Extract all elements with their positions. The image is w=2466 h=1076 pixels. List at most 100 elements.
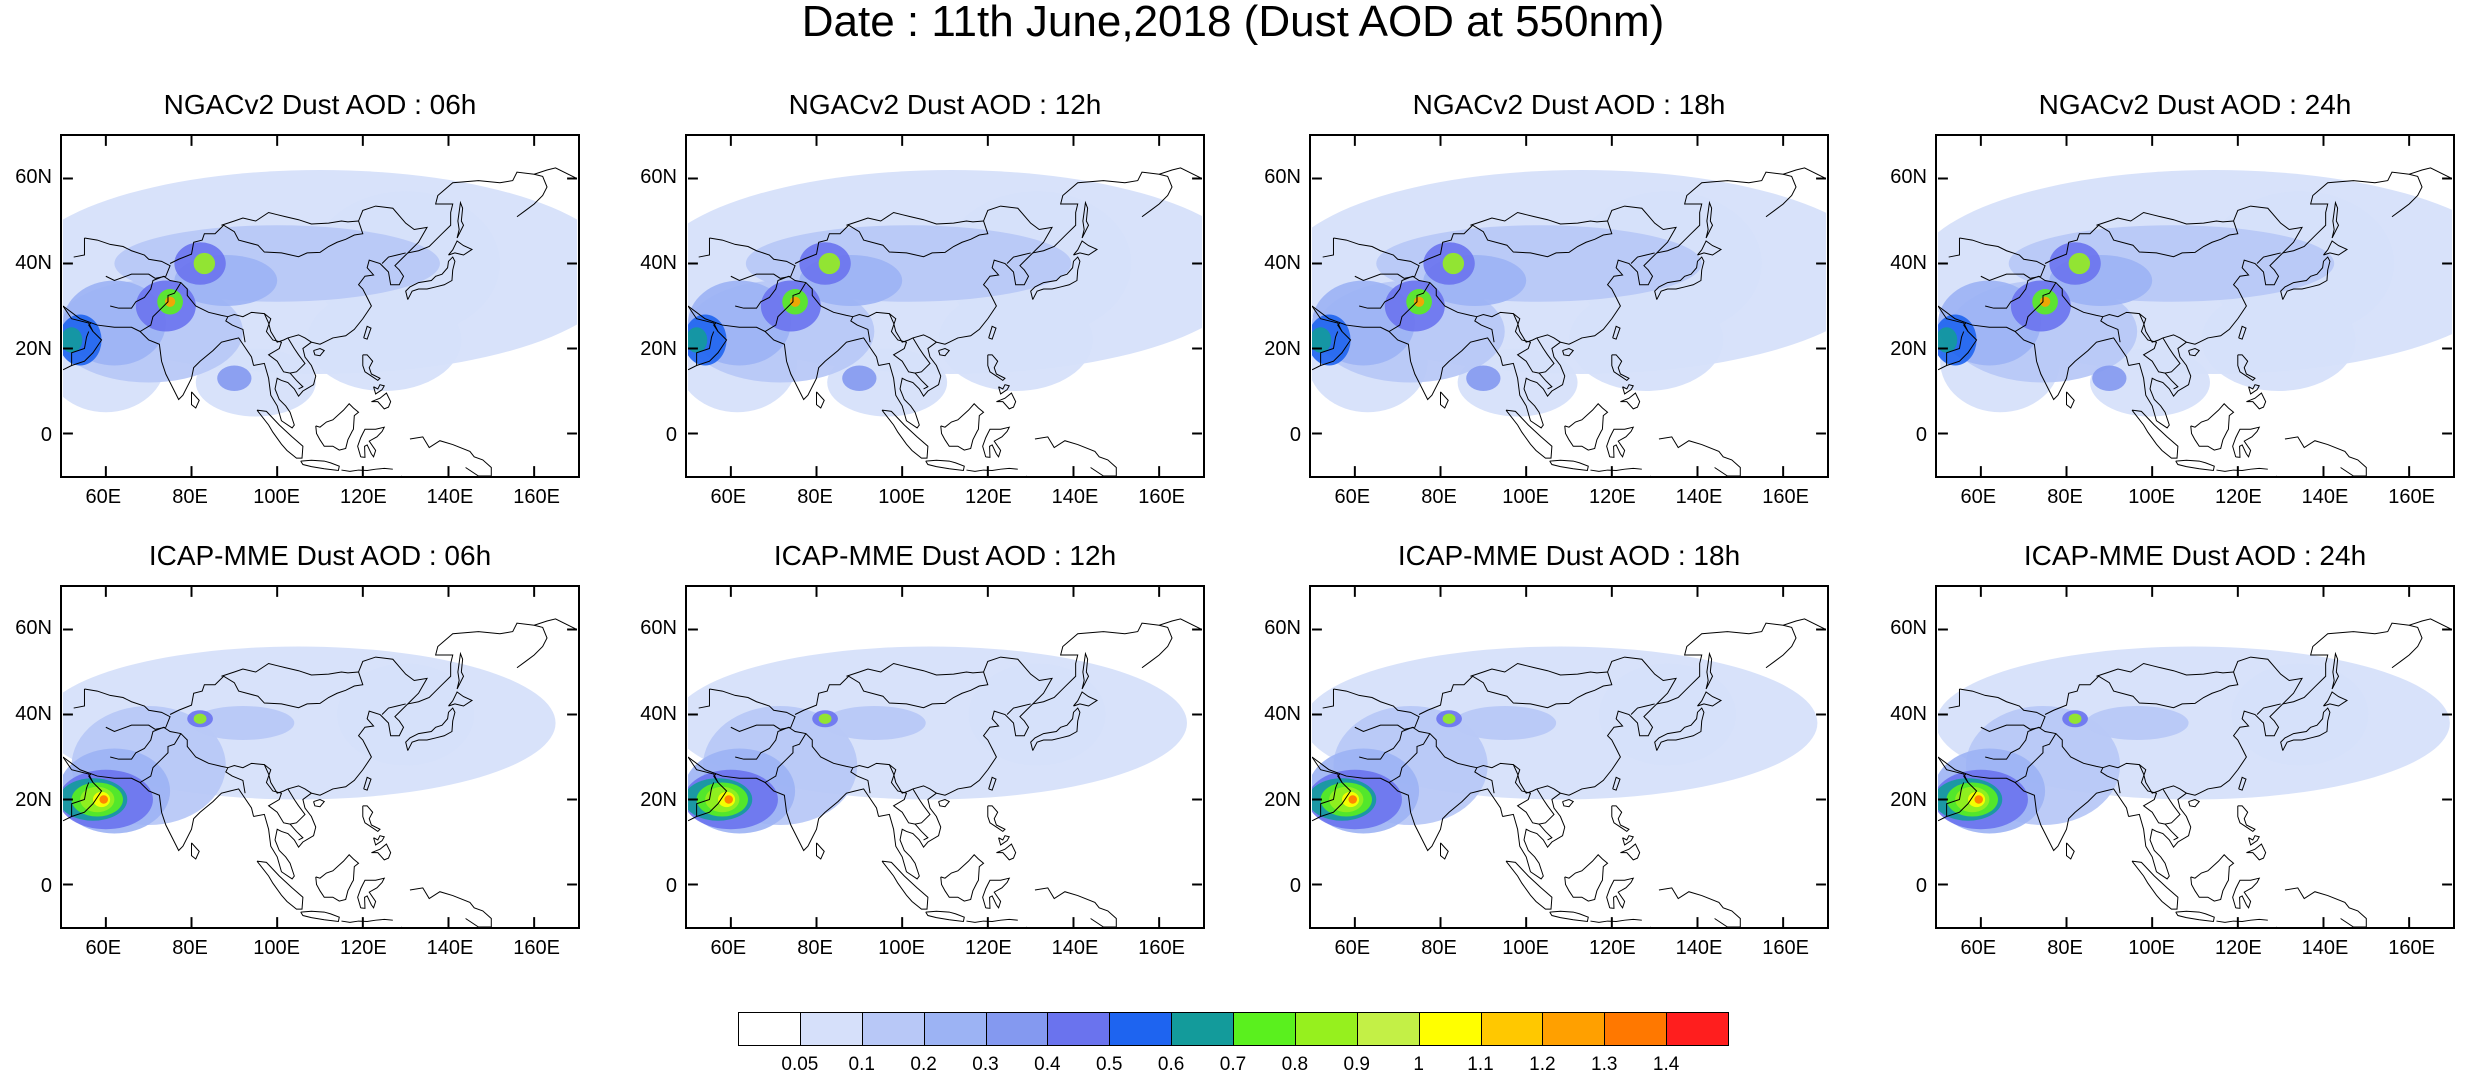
- coastline: [2284, 887, 2367, 927]
- coastline: [2237, 805, 2256, 833]
- lon-label: 140E: [426, 937, 474, 959]
- coastline: [1081, 651, 1090, 690]
- coastline: [1034, 436, 1117, 476]
- coastline: [1590, 918, 1642, 923]
- lon-label: 100E: [2128, 486, 2176, 508]
- lon-label: 80E: [1421, 486, 1457, 508]
- coastline: [1320, 782, 1339, 817]
- coastline: [2280, 707, 2331, 751]
- coastline: [357, 426, 386, 458]
- dust-aod-patch: [968, 663, 1106, 766]
- dust-aod-patch: [1466, 365, 1501, 391]
- coastline: [1030, 707, 1081, 751]
- coastline: [363, 776, 372, 791]
- lon-label: 60E: [1334, 486, 1371, 508]
- lon-label: 100E: [1502, 937, 1550, 959]
- coastline: [1538, 823, 1553, 841]
- coastline: [1312, 305, 1390, 332]
- coastline: [1697, 240, 1723, 256]
- coastline: [816, 842, 825, 860]
- coastline: [2100, 767, 2121, 794]
- coastline: [764, 331, 880, 401]
- lon-label: 140E: [1675, 486, 1723, 508]
- coastline: [1312, 756, 1352, 822]
- coastline: [1320, 331, 1339, 366]
- coastline: [925, 910, 965, 923]
- coastline: [878, 618, 1202, 880]
- coastline: [289, 372, 304, 390]
- coastline: [373, 835, 385, 846]
- dust-aod-patch: [1442, 713, 1456, 724]
- coastline: [713, 322, 719, 332]
- coastline: [313, 347, 326, 357]
- coastline: [1538, 372, 1553, 390]
- colorbar-swatch: [1480, 1012, 1544, 1046]
- coastline: [110, 275, 312, 343]
- panel-title: ICAP-MME Dust AOD : 12h: [773, 540, 1117, 571]
- coastline: [88, 322, 94, 332]
- coastline: [688, 756, 766, 783]
- coastline: [850, 316, 871, 343]
- lon-label: 140E: [2301, 937, 2349, 959]
- coastline: [846, 662, 984, 677]
- coastline: [448, 691, 474, 707]
- coastline: [878, 167, 1202, 429]
- lat-label: 20N: [1890, 338, 1927, 360]
- lat-label: 60N: [15, 617, 52, 639]
- coastline: [1562, 347, 1575, 357]
- map-panel: NGACv2 Dust AOD : 12h 60N 40N 20N 0 60E 80E 100…: [640, 90, 1205, 514]
- coastline: [1985, 726, 2187, 794]
- coastline: [794, 656, 1053, 715]
- coastline: [221, 211, 359, 226]
- coastline: [1470, 662, 1608, 677]
- coastline: [1622, 384, 1634, 395]
- coastline: [1474, 767, 1495, 794]
- coastline: [1141, 624, 1173, 669]
- colorbar-swatch: [1604, 1012, 1668, 1046]
- coastline: [2131, 409, 2179, 459]
- dust-aod-patch: [2231, 663, 2369, 766]
- coastline: [1938, 305, 2016, 332]
- dust-aod-patch: [1569, 289, 1724, 391]
- coastline: [1938, 756, 1978, 822]
- coastline: [998, 835, 1010, 846]
- lon-label: 160E: [2388, 937, 2436, 959]
- coastline: [2246, 392, 2267, 410]
- coastline: [1963, 773, 1969, 783]
- colorbar-swatch: [799, 1012, 863, 1046]
- coastline: [63, 305, 141, 332]
- coastline: [1654, 707, 1705, 751]
- coastline: [516, 624, 548, 669]
- coastline: [2237, 354, 2256, 382]
- lon-label: 120E: [964, 486, 1012, 508]
- lon-label: 120E: [2214, 937, 2262, 959]
- lon-label: 120E: [339, 937, 387, 959]
- coastline: [221, 662, 359, 677]
- dust-aod-patch: [2085, 706, 2189, 740]
- coastline: [2164, 823, 2179, 841]
- coastline: [1630, 252, 1655, 264]
- coastline: [2323, 691, 2349, 707]
- coastline: [2248, 835, 2260, 846]
- coastline: [256, 860, 304, 910]
- coastline: [253, 618, 577, 880]
- colorbar-tick-label: 0.7: [1219, 1054, 1247, 1075]
- coastline: [264, 313, 306, 374]
- coastline: [1705, 200, 1714, 239]
- lon-label: 120E: [339, 486, 387, 508]
- coastline: [2175, 459, 2215, 472]
- coastline: [2188, 798, 2201, 808]
- lon-label: 100E: [878, 486, 926, 508]
- lon-label: 120E: [1588, 486, 1636, 508]
- coastline: [1337, 773, 1343, 783]
- lon-label: 60E: [1960, 937, 1997, 959]
- dust-aod-patch: [193, 252, 216, 275]
- map-area: [60, 585, 580, 929]
- map-area: [1309, 134, 1829, 478]
- dust-aod-patch: [724, 795, 733, 804]
- coastline: [289, 823, 304, 841]
- map-area: [685, 585, 1205, 929]
- coastline: [405, 256, 456, 300]
- coastline: [381, 252, 406, 264]
- coastline: [2014, 782, 2130, 852]
